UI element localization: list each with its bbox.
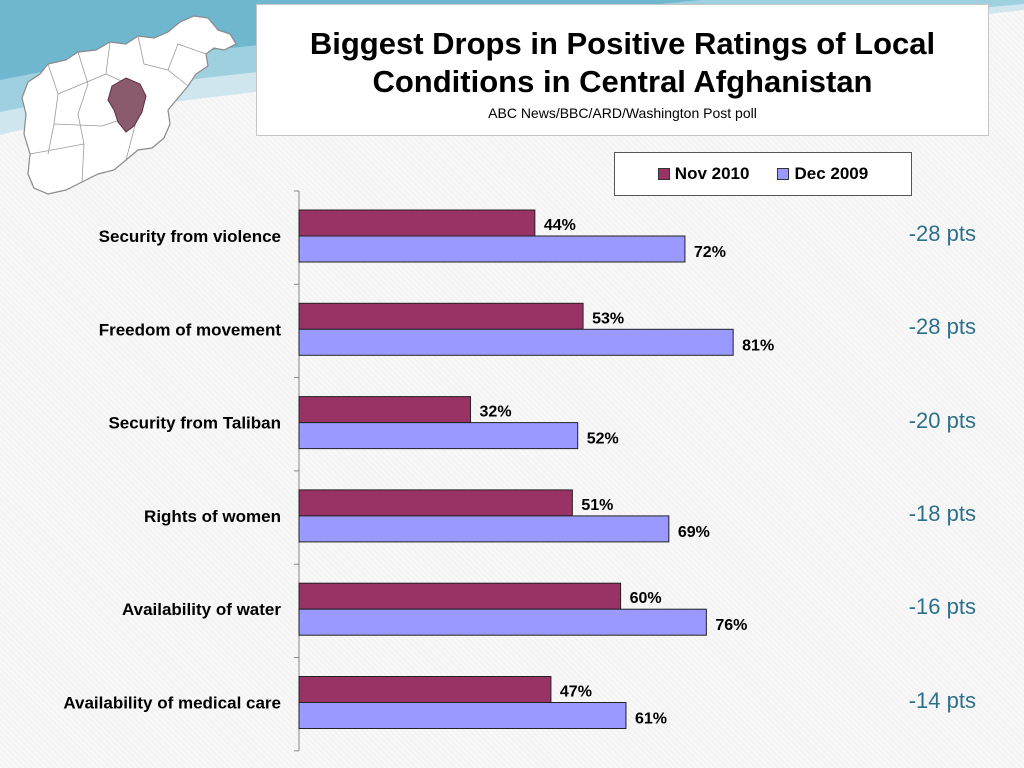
bar-nov-2010 bbox=[298, 582, 622, 610]
change-annotation: -28 pts bbox=[908, 221, 976, 246]
value-label-nov-2010: 47% bbox=[560, 684, 592, 701]
afghanistan-map bbox=[21, 15, 237, 195]
category-label: Security from Taliban bbox=[108, 414, 281, 433]
category-label: Availability of medical care bbox=[63, 694, 281, 713]
change-annotation: -20 pts bbox=[908, 407, 976, 433]
change-annotation: -18 pts bbox=[908, 500, 976, 526]
bar-nov-2010 bbox=[298, 302, 584, 330]
value-label-nov-2010: 32% bbox=[480, 404, 512, 421]
bar-nov-2010 bbox=[298, 489, 573, 517]
bar-dec-2009 bbox=[298, 422, 579, 450]
value-label-dec-2009: 72% bbox=[694, 244, 726, 261]
change-annotation: -16 pts bbox=[908, 594, 976, 620]
bar-dec-2009 bbox=[298, 235, 686, 263]
value-label-nov-2010: 44% bbox=[544, 217, 576, 234]
bar-nov-2010 bbox=[298, 676, 552, 703]
legend-swatch-nov-2010 bbox=[657, 168, 670, 180]
bar-nov-2010 bbox=[298, 396, 472, 424]
bar-dec-2009 bbox=[298, 608, 707, 636]
bar-dec-2009 bbox=[298, 328, 734, 356]
change-annotation: -28 pts bbox=[908, 314, 976, 340]
bar-dec-2009 bbox=[298, 515, 670, 543]
category-label: Freedom of movement bbox=[99, 320, 282, 339]
value-label-dec-2009: 61% bbox=[635, 711, 667, 728]
legend-swatch-dec-2009 bbox=[777, 168, 790, 180]
category-label: Rights of women bbox=[144, 507, 281, 526]
bar-nov-2010 bbox=[298, 209, 536, 237]
legend-item-nov-2010: Nov 2010 bbox=[657, 164, 750, 184]
value-label-dec-2009: 76% bbox=[715, 617, 747, 634]
value-label-dec-2009: 52% bbox=[587, 431, 619, 448]
category-label: Availability of water bbox=[122, 600, 281, 619]
value-label-nov-2010: 51% bbox=[581, 497, 613, 514]
legend-label-dec-2009: Dec 2009 bbox=[794, 164, 869, 183]
chart-legend: Nov 2010 Dec 2009 bbox=[614, 152, 912, 196]
value-label-nov-2010: 53% bbox=[592, 310, 624, 327]
value-label-nov-2010: 60% bbox=[630, 590, 662, 607]
change-annotation: -14 pts bbox=[908, 687, 976, 713]
legend-item-dec-2009: Dec 2009 bbox=[777, 164, 868, 184]
category-label: Security from violence bbox=[99, 227, 281, 246]
bar-dec-2009 bbox=[298, 702, 627, 729]
title-box: Biggest Drops in Positive Ratings of Loc… bbox=[256, 4, 989, 136]
value-label-dec-2009: 69% bbox=[678, 524, 710, 541]
value-label-dec-2009: 81% bbox=[742, 337, 774, 354]
chart-title: Biggest Drops in Positive Ratings of Loc… bbox=[309, 26, 936, 99]
chart-subtitle: ABC News/BBC/ARD/Washington Post poll bbox=[488, 105, 757, 121]
legend-label-nov-2010: Nov 2010 bbox=[674, 164, 750, 183]
